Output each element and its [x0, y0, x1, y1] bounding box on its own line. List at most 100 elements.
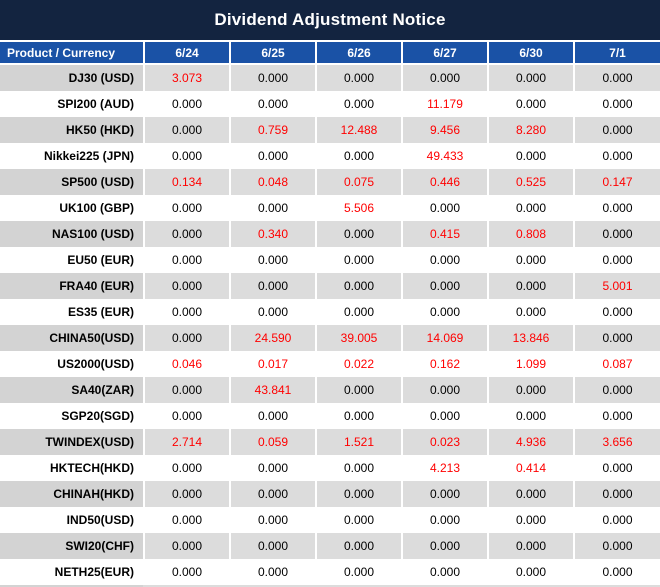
product-label-cell: HKTECH(HKD): [0, 455, 143, 481]
value-cell: 0.022: [315, 351, 401, 377]
product-label-cell: SA40(ZAR): [0, 377, 143, 403]
value-cell: 0.000: [573, 507, 660, 533]
value-cell: 0.000: [573, 481, 660, 507]
value-cell: 0.000: [487, 559, 573, 585]
value-cell: 0.000: [229, 299, 315, 325]
value-cell: 0.000: [143, 221, 229, 247]
value-cell: 0.000: [487, 91, 573, 117]
value-cell: 0.000: [401, 403, 487, 429]
value-cell: 0.000: [315, 91, 401, 117]
table-row: TWINDEX(USD) 2.714 0.059 1.521 0.023 4.936 3.6…: [0, 429, 660, 455]
table-row: FRA40 (EUR) 0.000 0.000 0.000 0.000 0.000 5.00…: [0, 273, 660, 299]
next-row-clipped-sliver: [0, 585, 660, 587]
table-row: SPI200 (AUD) 0.000 0.000 0.000 11.179 0.000 0.…: [0, 91, 660, 117]
value-cell: 0.000: [573, 533, 660, 559]
value-cell: 0.000: [487, 247, 573, 273]
value-cell: 0.000: [229, 533, 315, 559]
product-label-cell: TWINDEX(USD): [0, 429, 143, 455]
value-cell: 0.000: [573, 91, 660, 117]
value-cell: 0.000: [315, 507, 401, 533]
value-cell: 0.000: [315, 403, 401, 429]
value-cell: 0.000: [315, 455, 401, 481]
page-title: Dividend Adjustment Notice: [0, 0, 660, 40]
column-header-date-4: 6/27: [401, 40, 487, 65]
value-cell: 0.000: [487, 273, 573, 299]
value-cell: 2.714: [143, 429, 229, 455]
table-row: NAS100 (USD) 0.000 0.340 0.000 0.415 0.808 0.0…: [0, 221, 660, 247]
value-cell: 0.000: [143, 325, 229, 351]
table-row: CHINAH(HKD) 0.000 0.000 0.000 0.000 0.000 0.00…: [0, 481, 660, 507]
column-header-date-5: 6/30: [487, 40, 573, 65]
value-cell: 0.000: [315, 299, 401, 325]
value-cell: 0.000: [143, 455, 229, 481]
product-label-cell: UK100 (GBP): [0, 195, 143, 221]
value-cell: 5.001: [573, 273, 660, 299]
table-row: NETH25(EUR) 0.000 0.000 0.000 0.000 0.000 0.00…: [0, 559, 660, 585]
value-cell: 0.000: [143, 247, 229, 273]
table-body: DJ30 (USD) 3.073 0.000 0.000 0.000 0.000 0.000…: [0, 65, 660, 585]
value-cell: 0.759: [229, 117, 315, 143]
value-cell: 39.005: [315, 325, 401, 351]
value-cell: 0.000: [573, 559, 660, 585]
value-cell: 0.087: [573, 351, 660, 377]
value-cell: 43.841: [229, 377, 315, 403]
value-cell: 0.000: [315, 143, 401, 169]
value-cell: 0.000: [573, 143, 660, 169]
value-cell: 0.000: [487, 507, 573, 533]
value-cell: 0.000: [487, 533, 573, 559]
value-cell: 0.000: [573, 65, 660, 91]
column-header-product-currency: Product / Currency: [0, 40, 143, 65]
value-cell: 0.000: [401, 481, 487, 507]
value-cell: 0.525: [487, 169, 573, 195]
value-cell: 0.000: [315, 533, 401, 559]
table-row: HKTECH(HKD) 0.000 0.000 0.000 4.213 0.414 0.00…: [0, 455, 660, 481]
value-cell: 0.415: [401, 221, 487, 247]
value-cell: 0.000: [487, 299, 573, 325]
product-label-cell: NAS100 (USD): [0, 221, 143, 247]
value-cell: 0.000: [229, 455, 315, 481]
value-cell: 0.000: [229, 273, 315, 299]
value-cell: 0.000: [143, 143, 229, 169]
value-cell: 0.000: [143, 533, 229, 559]
value-cell: 3.073: [143, 65, 229, 91]
value-cell: 0.000: [487, 377, 573, 403]
product-label-cell: EU50 (EUR): [0, 247, 143, 273]
table-row: EU50 (EUR) 0.000 0.000 0.000 0.000 0.000 0.000: [0, 247, 660, 273]
value-cell: 0.414: [487, 455, 573, 481]
product-label-cell: ES35 (EUR): [0, 299, 143, 325]
table-row: IND50(USD) 0.000 0.000 0.000 0.000 0.000 0.000: [0, 507, 660, 533]
value-cell: 0.000: [401, 273, 487, 299]
value-cell: 0.808: [487, 221, 573, 247]
product-label-cell: DJ30 (USD): [0, 65, 143, 91]
value-cell: 0.000: [573, 195, 660, 221]
product-label-cell: SP500 (USD): [0, 169, 143, 195]
value-cell: 0.000: [487, 143, 573, 169]
value-cell: 0.000: [573, 325, 660, 351]
value-cell: 0.000: [315, 273, 401, 299]
value-cell: 9.456: [401, 117, 487, 143]
value-cell: 24.590: [229, 325, 315, 351]
value-cell: 0.000: [143, 117, 229, 143]
value-cell: 0.000: [229, 481, 315, 507]
table-row: UK100 (GBP) 0.000 0.000 5.506 0.000 0.000 0.00…: [0, 195, 660, 221]
column-header-date-6: 7/1: [573, 40, 660, 65]
value-cell: 3.656: [573, 429, 660, 455]
value-cell: 12.488: [315, 117, 401, 143]
value-cell: 0.000: [315, 247, 401, 273]
value-cell: 0.000: [401, 507, 487, 533]
value-cell: 0.000: [229, 195, 315, 221]
value-cell: 4.213: [401, 455, 487, 481]
value-cell: 0.000: [315, 377, 401, 403]
value-cell: 0.000: [143, 377, 229, 403]
value-cell: 0.147: [573, 169, 660, 195]
value-cell: 0.000: [487, 195, 573, 221]
value-cell: 4.936: [487, 429, 573, 455]
value-cell: 0.000: [487, 403, 573, 429]
table-row: CHINA50(USD) 0.000 24.590 39.005 14.069 13.84…: [0, 325, 660, 351]
value-cell: 0.075: [315, 169, 401, 195]
value-cell: 0.000: [229, 65, 315, 91]
value-cell: 0.000: [401, 195, 487, 221]
table-row: DJ30 (USD) 3.073 0.000 0.000 0.000 0.000 0.000: [0, 65, 660, 91]
product-label-cell: SGP20(SGD): [0, 403, 143, 429]
